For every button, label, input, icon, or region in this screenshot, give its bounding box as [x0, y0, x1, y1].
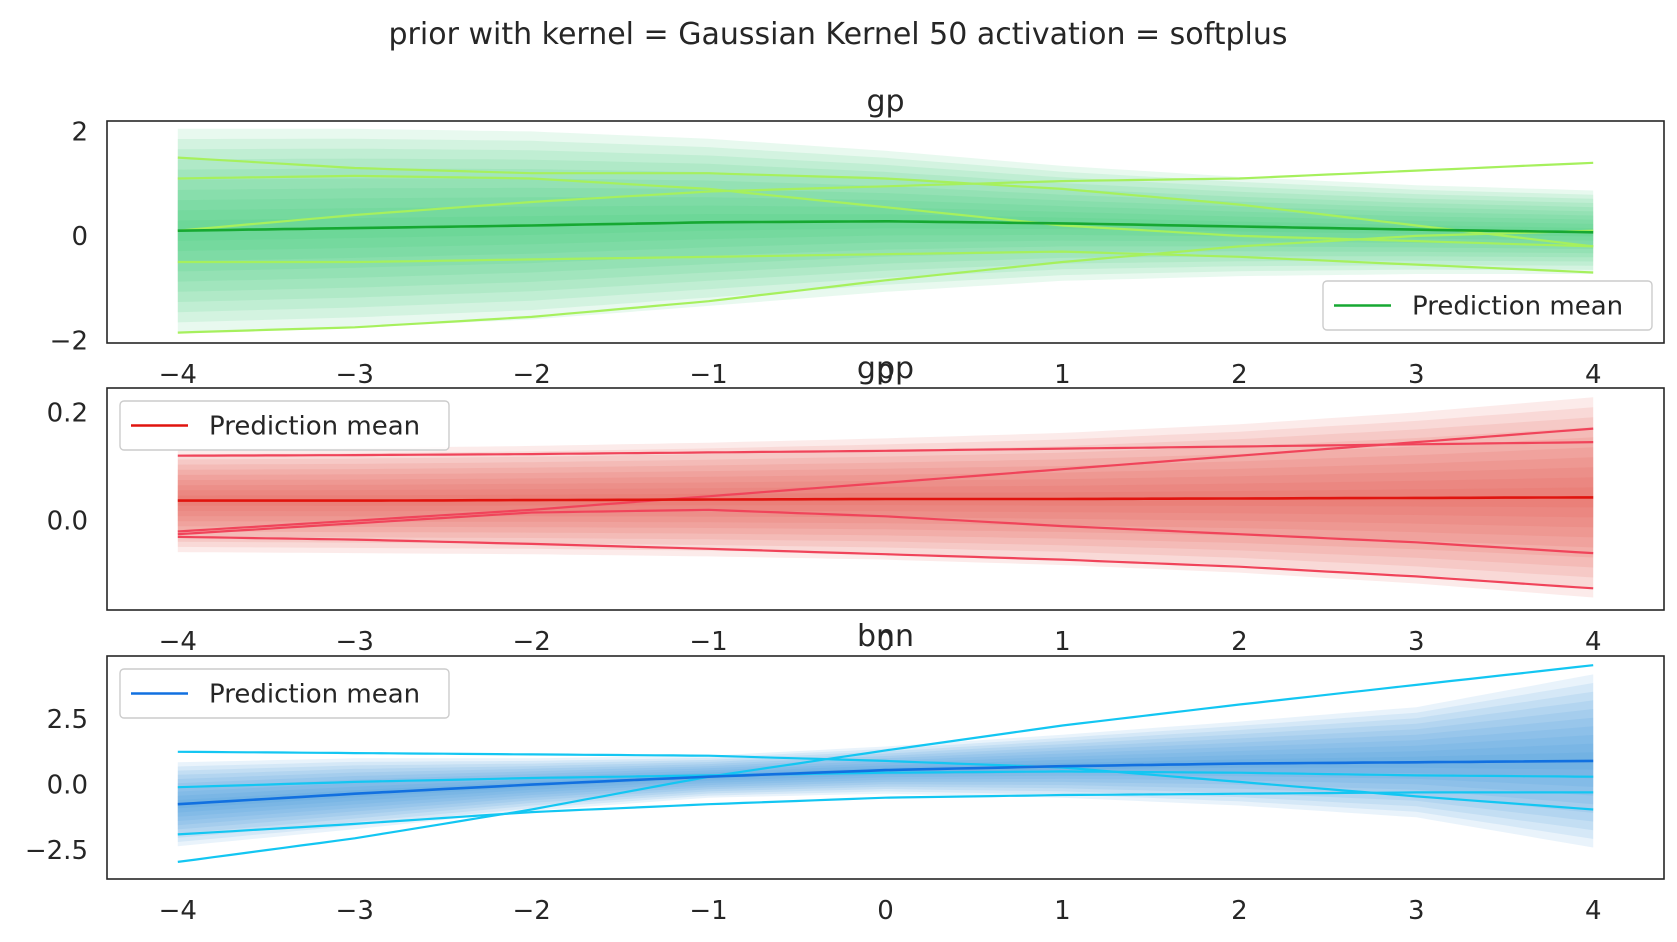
y-tick-label: 2.5 [47, 705, 88, 735]
prediction-mean-line [177, 759, 1594, 806]
uncertainty-band-10 [177, 128, 1594, 333]
figure-title: prior with kernel = Gaussian Kernel 50 a… [389, 17, 1288, 52]
x-tick-label: −2 [512, 360, 550, 390]
y-tick-label: 0.0 [47, 507, 88, 537]
plot-area [177, 128, 1594, 334]
legend: Prediction mean [1322, 280, 1653, 331]
x-tick-label: 3 [1408, 896, 1425, 926]
uncertainty-band-3 [177, 197, 1594, 262]
subplot-title: bnn [857, 619, 914, 654]
prediction-mean-line [177, 496, 1594, 502]
x-tick-label: 3 [1408, 360, 1425, 390]
subplot-title: gp [866, 84, 904, 119]
subplot-gpp: gpp −4 −3 −2 −1 0 1 2 3 4 0.0 0.2 Prediction mean [47, 351, 1665, 657]
sample-line-3 [177, 508, 1594, 555]
uncertainty-band-8 [177, 691, 1594, 838]
y-tick-label: 0 [71, 222, 88, 252]
x-tick-label: −2 [512, 627, 550, 657]
x-tick-label: 0 [877, 896, 894, 926]
x-tick-label: 2 [1231, 360, 1248, 390]
subplot-bnn: bnn −4 −3 −2 −1 0 1 2 3 4 −2.5 0.0 2.5 Prediction mea… [25, 619, 1665, 926]
uncertainty-band-7 [177, 158, 1594, 302]
x-tick-label: −1 [689, 627, 727, 657]
uncertainty-band-9 [177, 683, 1594, 842]
prediction-mean-line [177, 219, 1594, 234]
sample-line-1 [177, 750, 1594, 811]
plot-area [177, 664, 1594, 863]
uncertainty-band-5 [177, 447, 1594, 548]
uncertainty-band-3 [177, 735, 1594, 817]
uncertainty-band-8 [177, 148, 1594, 313]
x-tick-label: 2 [1231, 896, 1248, 926]
x-tick-label: −3 [336, 360, 374, 390]
y-tick-label: −2.5 [25, 836, 88, 866]
uncertainty-band-1 [177, 752, 1594, 809]
legend-box [119, 668, 450, 719]
sample-line-4 [177, 664, 1594, 863]
subplot-gp: gp −4 −3 −2 −1 0 1 2 3 4 −2 0 2 Prediction mean [50, 84, 1665, 390]
x-tick-label: −1 [689, 360, 727, 390]
uncertainty-band-4 [177, 457, 1594, 538]
sample-line-3 [177, 161, 1594, 232]
x-tick-label: 4 [1585, 896, 1602, 926]
uncertainty-band-9 [177, 407, 1594, 588]
sample-line-4 [177, 535, 1594, 590]
legend: Prediction mean [119, 400, 450, 451]
x-tick-label: −4 [159, 360, 197, 390]
uncertainty-band-6 [177, 437, 1594, 558]
uncertainty-band-1 [177, 214, 1594, 241]
legend: Prediction mean [119, 668, 450, 719]
axes-frame [106, 387, 1665, 611]
legend-label: Prediction mean [209, 680, 420, 710]
sample-line-3 [177, 791, 1594, 836]
y-tick-label: 0.0 [47, 771, 88, 801]
subplot-title: gpp [857, 351, 914, 386]
x-tick-label: 4 [1585, 627, 1602, 657]
x-tick-label: −3 [336, 896, 374, 926]
subplots: gp −4 −3 −2 −1 0 1 2 3 4 −2 0 2 Prediction mean gpp −4 −… [25, 84, 1665, 926]
legend-box [1322, 280, 1653, 331]
uncertainty-band-6 [177, 168, 1594, 292]
legend-label: Prediction mean [1412, 292, 1623, 322]
uncertainty-band-4 [177, 187, 1594, 272]
x-tick-label: −3 [336, 627, 374, 657]
y-tick-label: 2 [71, 117, 88, 147]
x-tick-label: 1 [1054, 627, 1071, 657]
x-tick-label: 3 [1408, 627, 1425, 657]
x-tick-label: −2 [512, 896, 550, 926]
axes-frame [106, 655, 1665, 880]
sample-line-2 [177, 770, 1594, 789]
plot-area [177, 397, 1594, 598]
legend-label: Prediction mean [209, 412, 420, 442]
uncertainty-band-2 [177, 477, 1594, 518]
x-tick-label: 2 [1231, 627, 1248, 657]
sample-line-4 [177, 250, 1594, 274]
x-tick-label: 1 [1054, 360, 1071, 390]
uncertainty-band-9 [177, 138, 1594, 323]
uncertainty-band-2 [177, 743, 1594, 813]
sample-line-1 [177, 441, 1594, 457]
x-tick-label: 1 [1054, 896, 1071, 926]
uncertainty-band-2 [177, 205, 1594, 252]
sample-line-2 [177, 427, 1594, 533]
x-tick-label: −1 [689, 896, 727, 926]
uncertainty-band-5 [177, 717, 1594, 826]
x-tick-label: 0 [877, 360, 894, 390]
y-tick-label: −2 [50, 326, 88, 356]
uncertainty-band-7 [177, 700, 1594, 834]
x-tick-label: −4 [159, 896, 197, 926]
axes-frame [106, 120, 1665, 344]
sample-line-1 [177, 156, 1594, 248]
uncertainty-band-7 [177, 427, 1594, 568]
y-tick-label: 0.2 [47, 398, 88, 428]
x-tick-label: 4 [1585, 360, 1602, 390]
legend-box [119, 400, 450, 451]
uncertainty-band-8 [177, 417, 1594, 578]
uncertainty-band-1 [177, 487, 1594, 508]
x-tick-label: −4 [159, 627, 197, 657]
sample-line-5 [177, 229, 1594, 334]
x-tick-label: 0 [877, 627, 894, 657]
